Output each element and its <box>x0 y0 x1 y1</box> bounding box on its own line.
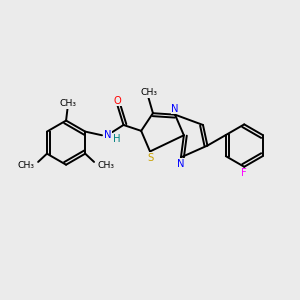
Text: N: N <box>103 130 111 140</box>
Text: CH₃: CH₃ <box>59 99 76 108</box>
Text: F: F <box>241 168 247 178</box>
Text: CH₃: CH₃ <box>98 161 115 170</box>
Text: H: H <box>113 134 121 144</box>
Text: CH₃: CH₃ <box>18 161 34 170</box>
Text: S: S <box>147 153 153 163</box>
Text: N: N <box>171 104 179 114</box>
Text: O: O <box>114 95 122 106</box>
Text: CH₃: CH₃ <box>140 88 157 97</box>
Text: N: N <box>177 159 185 169</box>
